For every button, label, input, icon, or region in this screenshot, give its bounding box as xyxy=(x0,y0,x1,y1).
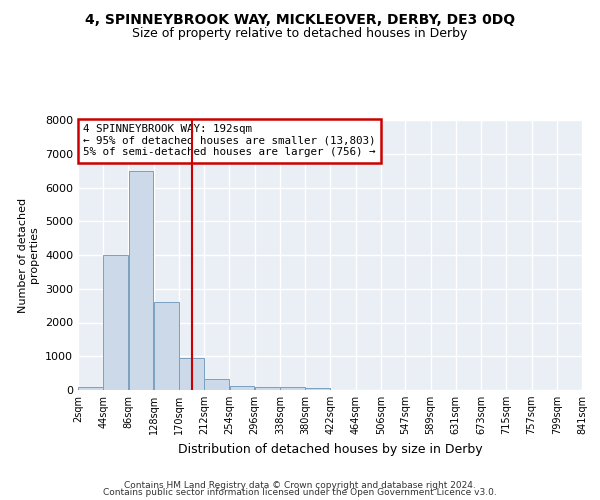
Bar xyxy=(205,379,229,390)
Bar xyxy=(78,386,103,390)
Bar xyxy=(129,170,154,390)
Bar xyxy=(230,386,254,390)
Bar xyxy=(255,388,280,390)
Bar xyxy=(179,358,204,390)
Bar xyxy=(305,388,330,390)
X-axis label: Distribution of detached houses by size in Derby: Distribution of detached houses by size … xyxy=(178,442,482,456)
Text: 4, SPINNEYBROOK WAY, MICKLEOVER, DERBY, DE3 0DQ: 4, SPINNEYBROOK WAY, MICKLEOVER, DERBY, … xyxy=(85,12,515,26)
Text: 4 SPINNEYBROOK WAY: 192sqm
← 95% of detached houses are smaller (13,803)
5% of s: 4 SPINNEYBROOK WAY: 192sqm ← 95% of deta… xyxy=(83,124,376,157)
Text: Size of property relative to detached houses in Derby: Size of property relative to detached ho… xyxy=(133,28,467,40)
Bar xyxy=(154,302,179,390)
Text: Contains public sector information licensed under the Open Government Licence v3: Contains public sector information licen… xyxy=(103,488,497,497)
Text: Contains HM Land Registry data © Crown copyright and database right 2024.: Contains HM Land Registry data © Crown c… xyxy=(124,480,476,490)
Bar xyxy=(280,388,305,390)
Bar xyxy=(103,255,128,390)
Y-axis label: Number of detached
properties: Number of detached properties xyxy=(18,198,40,312)
